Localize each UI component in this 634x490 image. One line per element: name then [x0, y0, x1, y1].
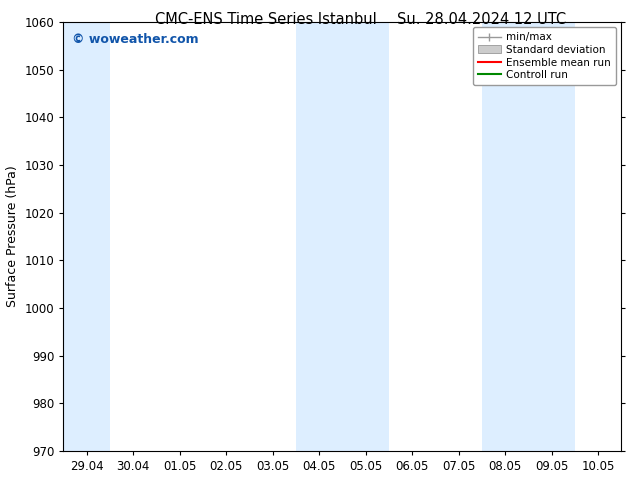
Text: Su. 28.04.2024 12 UTC: Su. 28.04.2024 12 UTC	[398, 12, 566, 27]
Bar	[63, 22, 110, 451]
Legend: min/max, Standard deviation, Ensemble mean run, Controll run: min/max, Standard deviation, Ensemble me…	[473, 27, 616, 85]
Bar	[482, 22, 575, 451]
Text: © woweather.com: © woweather.com	[72, 33, 198, 46]
Text: CMC-ENS Time Series Istanbul: CMC-ENS Time Series Istanbul	[155, 12, 377, 27]
Bar	[296, 22, 389, 451]
Y-axis label: Surface Pressure (hPa): Surface Pressure (hPa)	[6, 166, 19, 307]
